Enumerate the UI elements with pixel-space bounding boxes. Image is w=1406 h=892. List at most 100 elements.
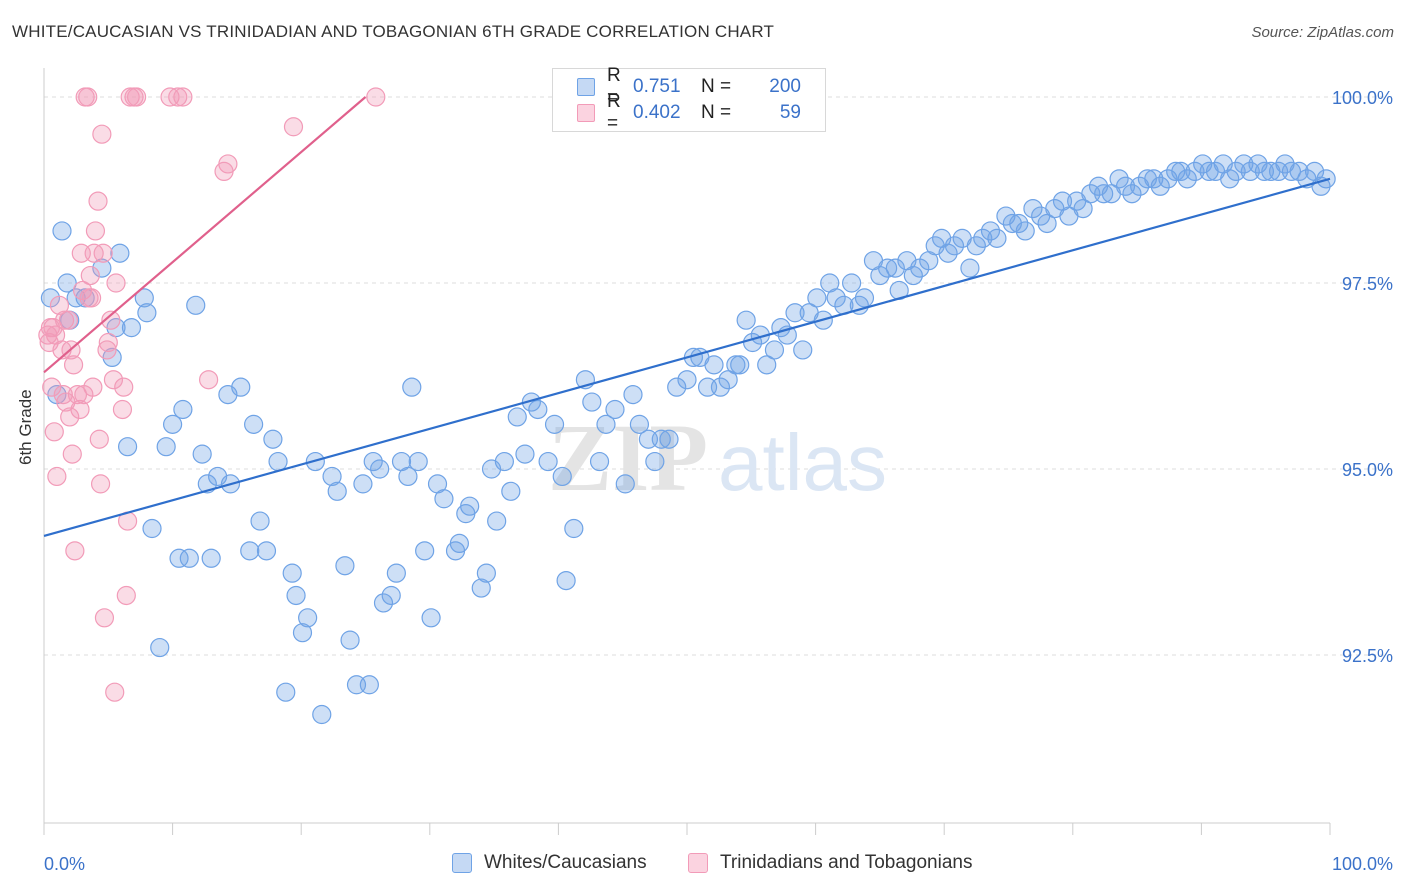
point-whites [1094, 184, 1114, 204]
point-trinidadians [101, 310, 121, 330]
point-trinidadians [92, 124, 112, 144]
point-trinidadians [60, 407, 80, 427]
point-whites [268, 451, 288, 472]
point-whites [421, 608, 441, 628]
point-whites [885, 258, 905, 278]
source-credit[interactable]: Source: ZipAtlas.com [1251, 24, 1394, 41]
point-whites [826, 288, 846, 308]
x-tick-label: 100.0% [1332, 854, 1393, 874]
point-whites [501, 481, 521, 501]
point-whites [854, 288, 875, 308]
point-trinidadians [53, 385, 73, 405]
point-whites [370, 459, 390, 479]
point-trinidadians [98, 332, 118, 353]
point-whites [449, 533, 469, 554]
legend-swatch-whites [452, 853, 472, 873]
point-whites [677, 370, 697, 390]
legend-swatch-trinidadians [688, 853, 708, 873]
point-whites [121, 318, 142, 338]
point-whites [1171, 161, 1191, 181]
legend-r-label: R = [607, 91, 621, 134]
point-whites [1254, 161, 1275, 181]
point-whites [359, 675, 379, 695]
legend-swatch-whites [577, 78, 595, 96]
point-whites [312, 704, 332, 725]
point-whites [623, 385, 643, 405]
y-tick-label: 100.0% [1332, 88, 1393, 108]
tick-labels: 92.5% 95.0% 97.5% 100.0% 0.0% 100.0% [44, 88, 1393, 874]
legend-n-value: 200 [769, 76, 801, 97]
legend-r-value: 0.402 [633, 102, 681, 123]
point-whites [645, 451, 665, 472]
point-whites [544, 414, 565, 434]
point-whites [398, 466, 418, 487]
point-whites [282, 563, 302, 583]
point-whites [298, 608, 318, 628]
point-whites [1115, 176, 1136, 196]
point-whites [476, 563, 496, 583]
point-trinidadians [47, 466, 67, 487]
watermark: ZIP atlas [548, 404, 887, 511]
point-whites [589, 451, 610, 472]
point-whites [1289, 161, 1309, 181]
point-whites [408, 451, 428, 472]
point-whites [117, 437, 138, 457]
point-whites [231, 377, 251, 397]
point-whites [973, 228, 993, 248]
point-whites [402, 377, 422, 397]
point-whites [528, 399, 548, 420]
point-whites [335, 556, 355, 576]
point-whites [487, 511, 507, 531]
point-whites [292, 623, 313, 643]
point-whites [1037, 213, 1057, 234]
point-whites [596, 414, 616, 434]
point-whites [1150, 176, 1170, 196]
point-whites [256, 541, 277, 561]
point-trinidadians [106, 273, 126, 293]
point-whites [556, 570, 576, 591]
point-trinidadians [58, 310, 79, 330]
point-whites [134, 288, 154, 308]
point-whites [659, 429, 679, 449]
point-whites [966, 236, 986, 256]
legend-r-label: R = [607, 65, 621, 108]
legend-item-trinidadians[interactable]: Trinidadians and Tobagonians [688, 852, 972, 874]
stats-legend: R = 0.751 N = 200 R = 0.402 N = 59 [552, 65, 826, 134]
point-whites [142, 518, 162, 539]
point-whites [582, 392, 602, 412]
point-whites [730, 355, 750, 375]
point-whites [92, 258, 112, 278]
trend-line-whites [43, 177, 1331, 538]
point-whites [1177, 169, 1197, 189]
point-whites [173, 399, 193, 420]
point-whites [110, 243, 130, 263]
point-whites [156, 437, 176, 457]
point-trinidadians [81, 288, 102, 308]
point-trinidadians [97, 340, 117, 360]
point-whites [434, 489, 454, 509]
point-trinidadians [199, 370, 219, 390]
point-trinidadians [94, 608, 115, 628]
point-whites [736, 310, 756, 330]
point-trinidadians [42, 377, 62, 397]
point-whites [629, 414, 650, 434]
point-whites [718, 370, 738, 390]
point-whites [1240, 161, 1260, 181]
point-whites [52, 221, 72, 241]
y-axis-label: 6th Grade [16, 389, 35, 465]
point-whites [192, 444, 212, 464]
point-whites [1144, 169, 1164, 189]
point-trinidadians [80, 265, 100, 286]
point-trinidadians [62, 444, 82, 464]
point-trinidadians [65, 541, 85, 561]
point-whites [605, 399, 625, 420]
point-whites [1234, 154, 1254, 174]
point-trinidadians [173, 87, 193, 107]
point-trinidadians [90, 474, 111, 494]
point-whites [785, 303, 805, 323]
point-whites [807, 288, 827, 308]
point-whites [286, 585, 306, 606]
point-whites [538, 451, 558, 472]
point-whites [363, 451, 383, 472]
legend-item-whites[interactable]: Whites/Caucasians [452, 852, 647, 874]
